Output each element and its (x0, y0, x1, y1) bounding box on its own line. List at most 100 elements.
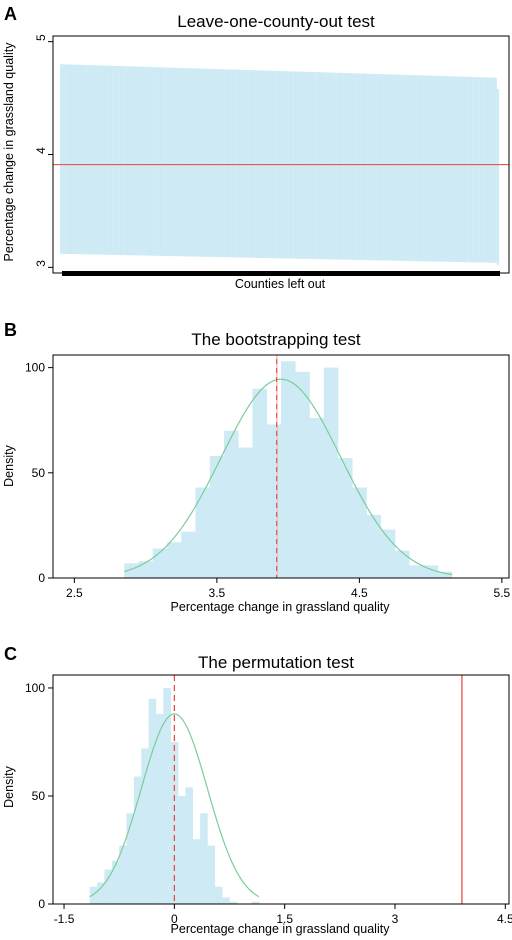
county-interval-bar (356, 73, 359, 260)
county-interval-bar (393, 74, 396, 261)
county-interval-bar (349, 73, 352, 260)
histogram-bar (366, 514, 382, 578)
normal-density-curve (89, 713, 260, 898)
county-interval-bar (145, 66, 148, 256)
county-interval-bar (347, 73, 350, 260)
county-interval-bar (178, 67, 181, 257)
county-interval-bar (336, 72, 339, 260)
county-interval-bar (411, 75, 414, 262)
county-interval-bar (402, 74, 405, 261)
panel-c-plot-area: -1.5 0 1.5 3 4.5 0 50 100 (25, 675, 512, 926)
county-interval-bar (437, 75, 440, 262)
county-interval-bar (327, 72, 331, 260)
histogram-bar (119, 845, 127, 904)
county-interval-bar (380, 74, 383, 261)
county-interval-bar (481, 77, 484, 263)
histogram-bar (192, 839, 201, 904)
histogram-bar (97, 882, 105, 904)
county-interval-bar (70, 64, 74, 255)
y-tick-label: 50 (32, 789, 46, 803)
county-interval-bar (79, 64, 82, 255)
histogram-bar (195, 487, 211, 578)
histogram-bar (214, 886, 223, 904)
county-interval-bar (485, 77, 489, 263)
x-tick-label: 5.5 (494, 586, 511, 600)
histogram-bar (126, 813, 135, 904)
county-interval-bar (334, 72, 337, 260)
county-interval-bar (64, 64, 67, 254)
county-interval-bar (92, 65, 96, 255)
county-interval-bar (463, 76, 467, 263)
county-interval-bar (308, 71, 311, 259)
county-interval-bar (180, 67, 183, 257)
histogram-bar (138, 561, 154, 578)
county-interval-bar (255, 70, 258, 258)
county-interval-bar (121, 66, 124, 256)
county-interval-bar (441, 76, 445, 262)
county-interval-bar (345, 73, 348, 260)
county-interval-bar (389, 74, 392, 261)
county-interval-bar (229, 69, 232, 258)
county-interval-bar (233, 69, 236, 258)
county-interval-bar (422, 75, 425, 262)
county-interval-bar (141, 66, 144, 256)
county-interval-bar (136, 66, 140, 256)
county-interval-bar (332, 72, 335, 260)
y-tick-label: 3 (34, 260, 48, 267)
county-interval-bar (158, 67, 162, 256)
x-tick-label: 1.5 (276, 912, 293, 926)
county-interval-bar (343, 72, 346, 260)
county-interval-bar (209, 68, 212, 257)
y-tick-label: 100 (25, 681, 45, 695)
county-interval-bar (477, 77, 480, 263)
county-interval-bar (479, 77, 482, 263)
county-interval-bar (235, 69, 238, 258)
x-tick-label: 0 (171, 912, 178, 926)
county-interval-bar (494, 77, 497, 263)
county-interval-bar (319, 72, 322, 260)
histogram-bar (104, 869, 113, 904)
county-interval-bar (316, 72, 320, 260)
x-tick-label: 4.5 (351, 586, 368, 600)
panel-c-frame (52, 674, 510, 905)
histogram-bar (163, 687, 171, 904)
panel-b-frame (52, 354, 510, 579)
county-interval-bar (483, 77, 486, 263)
county-interval-bar (358, 73, 361, 260)
county-interval-bar (452, 76, 456, 262)
county-interval-bar (191, 68, 194, 257)
county-interval-bar (415, 75, 418, 262)
county-interval-bar (132, 66, 135, 256)
county-interval-bar (147, 66, 151, 256)
county-interval-bar (103, 65, 107, 255)
county-interval-bar (237, 69, 241, 258)
county-interval-bar (382, 74, 385, 261)
county-interval-bar (200, 68, 203, 257)
histogram-bar (181, 531, 196, 578)
histogram-bar (124, 563, 139, 578)
county-interval-bar (312, 72, 315, 260)
county-interval-bar (174, 67, 177, 257)
panel-c-title: The permutation test (198, 653, 354, 672)
histogram-bar (89, 886, 98, 904)
county-interval-bar (128, 66, 131, 256)
county-interval-bar (310, 71, 313, 259)
county-interval-bar (226, 69, 230, 258)
county-interval-bar (222, 69, 225, 258)
county-interval-bar (362, 73, 366, 261)
county-interval-bar (378, 74, 381, 261)
county-interval-bar (444, 76, 447, 262)
histogram-bar (170, 741, 179, 904)
county-interval-bar (62, 64, 65, 254)
histogram-bar (133, 776, 142, 904)
histogram-bar (200, 813, 208, 904)
county-interval-bar (433, 75, 436, 262)
county-interval-bar (398, 74, 401, 261)
county-interval-bar (365, 73, 368, 261)
county-interval-bar (472, 77, 475, 263)
county-interval-bar (99, 65, 102, 255)
county-interval-bar (338, 72, 341, 260)
county-interval-bar (220, 69, 223, 258)
county-interval-bar (204, 68, 208, 257)
county-interval-bar (474, 77, 478, 263)
